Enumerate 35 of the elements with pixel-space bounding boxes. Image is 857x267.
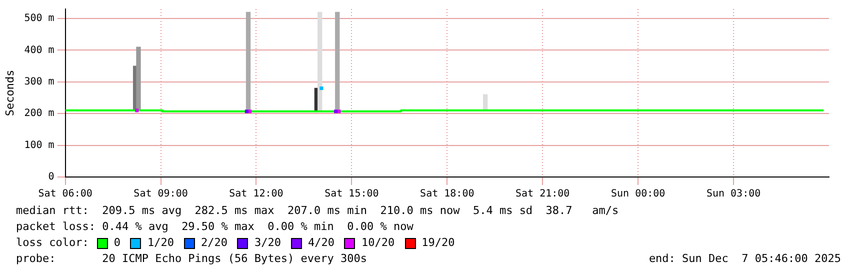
- point: [244, 110, 248, 114]
- legend-label: 19/20: [422, 235, 455, 251]
- point: [135, 108, 139, 112]
- legend-label: 1/20: [147, 235, 174, 251]
- x-tick-label: Sat 18:00: [420, 188, 474, 200]
- legend-label: 0: [114, 235, 120, 251]
- y-tick-label: 0: [48, 172, 54, 183]
- y-tick-label: 200 m: [24, 108, 54, 120]
- legend-label: 10/20: [361, 235, 395, 251]
- y-tick-label: 500 m: [24, 13, 54, 24]
- x-tick-label: Sun 00:00: [610, 188, 666, 200]
- x-tick-label: Sat 12:00: [229, 188, 284, 200]
- legend-label: 2/20: [200, 235, 228, 251]
- bar: [318, 12, 322, 112]
- y-tick-label: 100 m: [24, 140, 54, 151]
- legend-label: 3/20: [254, 235, 281, 251]
- y-tick-label: 400 m: [24, 44, 54, 56]
- text: median rtt: 209.5 ms avg 282.5 ms max 207.0 ms min 210.0 ms now 5.4 ms sd 38.7 am/s: [16, 203, 620, 219]
- text: end: Sun Dec 7 05:46:00 2025: [648, 251, 841, 267]
- y-tick-label: 300 m: [24, 76, 54, 88]
- point: [320, 86, 324, 90]
- bar: [246, 12, 251, 112]
- text: packet loss: 0.44 % avg 29.50 % max 0.00 % min 0.00 % now: [16, 219, 414, 235]
- x-tick-label: Sat 15:00: [324, 188, 379, 200]
- y-axis-title: Seconds: [3, 70, 16, 116]
- x-tick-label: Sat 09:00: [134, 188, 188, 200]
- bar: [136, 46, 141, 111]
- legend-title: loss color:: [16, 235, 89, 251]
- x-tick-label: Sun 03:00: [706, 188, 761, 200]
- text: probe: 20 ICMP Echo Pings (56 Bytes) every 300s: [16, 251, 367, 267]
- legend-label: 4/20: [308, 235, 334, 251]
- point: [334, 110, 338, 114]
- x-tick-label: Sat 06:00: [38, 188, 92, 200]
- bar: [335, 12, 340, 112]
- x-tick-label: Sat 21:00: [516, 188, 570, 200]
